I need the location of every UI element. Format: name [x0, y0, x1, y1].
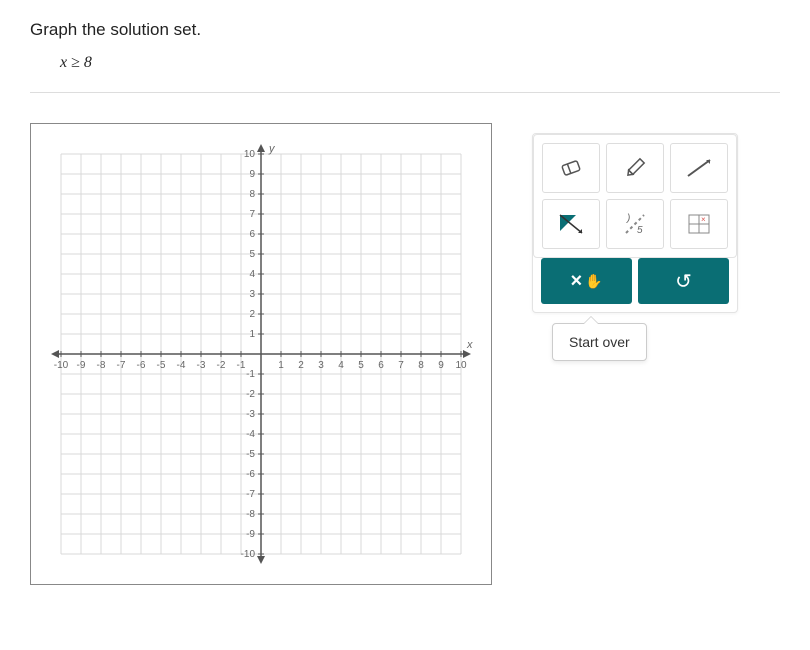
svg-text:5: 5 [637, 225, 643, 236]
svg-text:-3: -3 [197, 360, 206, 371]
svg-text:-10: -10 [54, 360, 69, 371]
svg-text:-1: -1 [246, 369, 255, 380]
svg-text:-4: -4 [246, 429, 255, 440]
svg-text:×: × [701, 215, 706, 224]
svg-text:-9: -9 [77, 360, 86, 371]
line-tool[interactable] [670, 143, 728, 193]
tool-panel: ) 5 × × ✋ [532, 133, 738, 361]
close-icon: × [570, 270, 582, 293]
svg-text:4: 4 [249, 269, 255, 280]
svg-text:4: 4 [338, 360, 344, 371]
svg-text:-6: -6 [137, 360, 146, 371]
svg-text:3: 3 [249, 289, 255, 300]
start-over-tooltip: Start over [552, 323, 647, 361]
region-tool[interactable] [542, 199, 600, 249]
svg-text:2: 2 [298, 360, 304, 371]
pencil-tool[interactable] [606, 143, 664, 193]
svg-text:8: 8 [249, 189, 255, 200]
svg-text:-7: -7 [246, 489, 255, 500]
undo-button[interactable]: ↺ [638, 258, 729, 304]
svg-text:9: 9 [249, 169, 255, 180]
svg-text:-7: -7 [117, 360, 126, 371]
expression-text: x ≥ 8 [60, 54, 780, 72]
action-row: × ✋ ↺ [533, 258, 737, 312]
coordinate-graph[interactable]: -10-9-8-7-6-5-4-3-2-112345678910-10-9-8-… [41, 134, 481, 574]
svg-text:2: 2 [249, 309, 255, 320]
svg-text:10: 10 [244, 149, 256, 160]
svg-text:-5: -5 [157, 360, 166, 371]
tool-grid: ) 5 × [533, 134, 737, 258]
grid-snap-icon: × [685, 211, 713, 237]
grid-snap-tool[interactable]: × [670, 199, 728, 249]
svg-text:-2: -2 [217, 360, 226, 371]
instruction-text: Graph the solution set. [30, 20, 780, 40]
svg-text:-10: -10 [241, 549, 256, 560]
svg-text:): ) [626, 213, 630, 224]
cursor-hand-icon: ✋ [585, 273, 602, 290]
svg-text:8: 8 [418, 360, 424, 371]
pencil-icon [621, 156, 649, 180]
svg-text:-4: -4 [177, 360, 186, 371]
svg-text:x: x [466, 339, 473, 351]
eraser-tool[interactable] [542, 143, 600, 193]
region-icon [556, 211, 586, 237]
graph-container: -10-9-8-7-6-5-4-3-2-112345678910-10-9-8-… [30, 123, 492, 585]
svg-text:-2: -2 [246, 389, 255, 400]
svg-text:-6: -6 [246, 469, 255, 480]
undo-icon: ↺ [675, 269, 692, 294]
svg-text:-3: -3 [246, 409, 255, 420]
svg-text:-8: -8 [246, 509, 255, 520]
svg-text:-1: -1 [237, 360, 246, 371]
svg-text:5: 5 [358, 360, 364, 371]
dashed-line-tool[interactable]: ) 5 [606, 199, 664, 249]
dashed-line-icon: ) 5 [620, 211, 650, 237]
svg-text:-8: -8 [97, 360, 106, 371]
svg-text:9: 9 [438, 360, 444, 371]
svg-text:1: 1 [278, 360, 284, 371]
svg-text:5: 5 [249, 249, 255, 260]
line-icon [684, 156, 714, 180]
svg-text:7: 7 [249, 209, 255, 220]
eraser-icon [557, 157, 585, 179]
svg-text:-5: -5 [246, 449, 255, 460]
workspace: -10-9-8-7-6-5-4-3-2-112345678910-10-9-8-… [30, 92, 780, 585]
svg-text:3: 3 [318, 360, 324, 371]
close-button[interactable]: × ✋ [541, 258, 632, 304]
svg-text:1: 1 [249, 329, 255, 340]
svg-text:-9: -9 [246, 529, 255, 540]
svg-text:6: 6 [378, 360, 384, 371]
svg-text:10: 10 [455, 360, 467, 371]
svg-text:7: 7 [398, 360, 404, 371]
svg-text:6: 6 [249, 229, 255, 240]
